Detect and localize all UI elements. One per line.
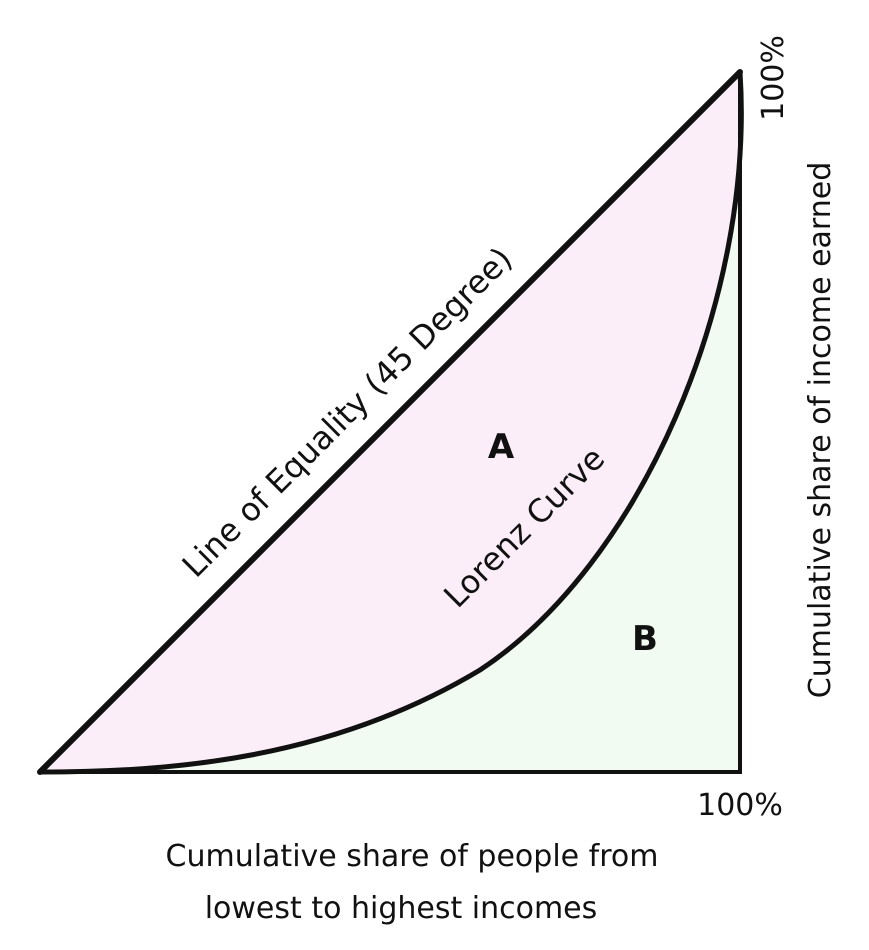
x-axis-title-line-2: lowest to highest incomes (205, 891, 598, 926)
region-a-label: A (488, 427, 515, 467)
y-end-percent-label: 100% (756, 35, 791, 121)
lorenz-curve (39, 71, 744, 775)
x-end-percent-label: 100% (697, 788, 783, 823)
y-axis-title: Cumulative share of income earned (803, 162, 838, 698)
line-of-equality (37, 69, 743, 775)
region-b-label: B (632, 619, 658, 659)
x-axis-title-line-1: Cumulative share of people from (166, 839, 659, 874)
